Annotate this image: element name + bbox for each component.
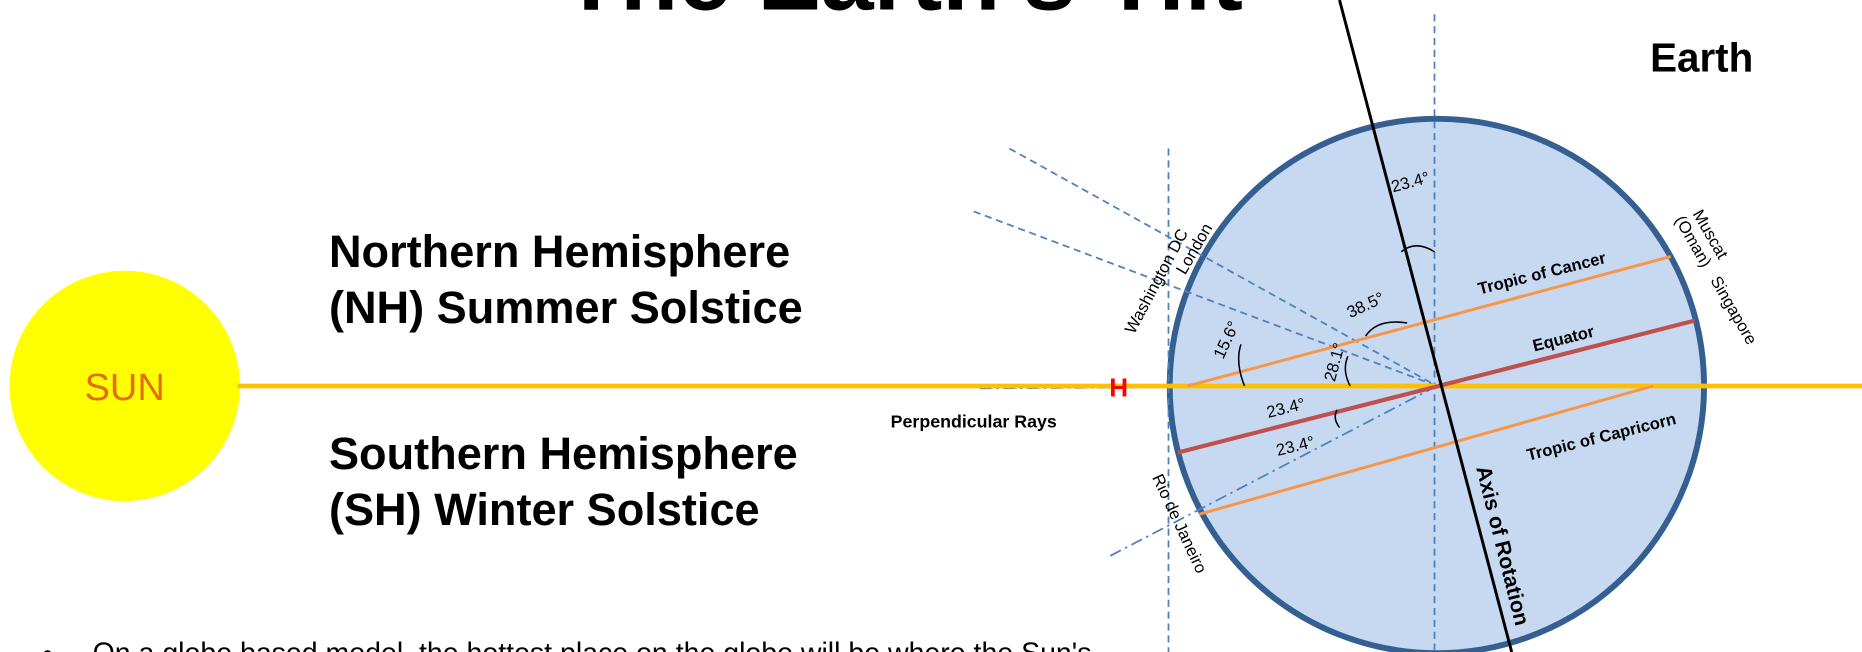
nh-line2: (NH) Summer Solstice bbox=[329, 282, 803, 333]
nh-line1: Northern Hemisphere bbox=[329, 226, 790, 277]
diagram: The Earth's Tilt Earth SUN Northern Hemi… bbox=[0, 0, 1862, 652]
sh-line1: Southern Hemisphere bbox=[329, 428, 798, 479]
earth-label: Earth bbox=[1650, 34, 1753, 80]
marker-h: H bbox=[1109, 373, 1128, 403]
sun-label: SUN bbox=[85, 367, 165, 409]
page: {"title": "The Earth's Tilt", "earth_lab… bbox=[0, 0, 1862, 652]
title: The Earth's Tilt bbox=[562, 0, 1243, 31]
perpendicular-rays: Perpendicular Rays bbox=[891, 412, 1057, 432]
place-label: Singapore bbox=[1707, 273, 1761, 348]
bullet-text: On a globe based model, the hottest plac… bbox=[93, 638, 1092, 652]
sh-line2: (SH) Winter Solstice bbox=[329, 484, 760, 535]
